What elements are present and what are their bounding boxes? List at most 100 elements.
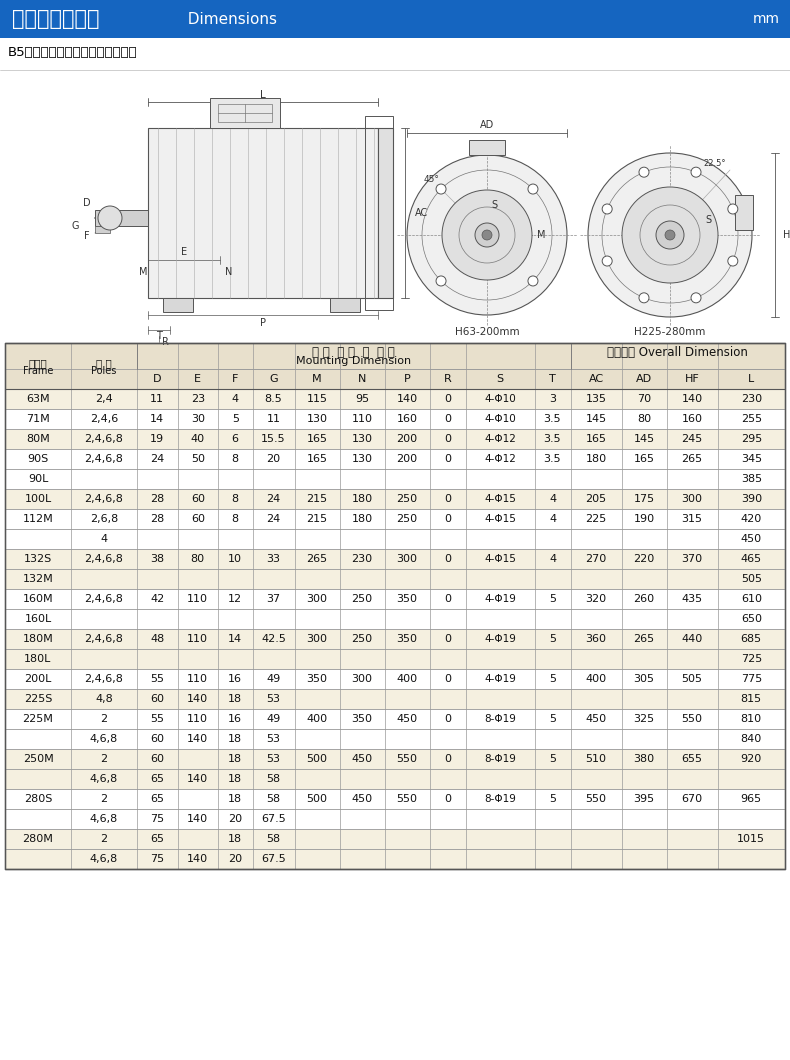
Text: 0: 0 — [444, 414, 451, 424]
Text: 3: 3 — [549, 394, 556, 404]
Text: HF: HF — [783, 230, 790, 240]
Text: 0: 0 — [444, 794, 451, 803]
Text: T: T — [549, 374, 556, 384]
Text: P: P — [260, 318, 266, 328]
Text: T: T — [156, 331, 162, 341]
Bar — [5, 809, 785, 829]
Circle shape — [475, 223, 499, 247]
Text: 70: 70 — [637, 394, 651, 404]
Text: 5: 5 — [549, 794, 556, 803]
Text: 250: 250 — [397, 514, 418, 524]
Text: 140: 140 — [682, 394, 702, 404]
Text: 8: 8 — [231, 494, 239, 504]
Bar — [5, 343, 785, 869]
Bar — [5, 343, 785, 369]
Bar — [378, 128, 393, 298]
Text: 8-Φ19: 8-Φ19 — [484, 754, 516, 764]
Text: 435: 435 — [682, 594, 702, 604]
Text: 400: 400 — [397, 674, 418, 684]
Text: 0: 0 — [444, 454, 451, 464]
Text: 205: 205 — [585, 494, 607, 504]
Text: 450: 450 — [741, 534, 762, 544]
Text: 71M: 71M — [26, 414, 50, 424]
Text: 2,4,6,8: 2,4,6,8 — [85, 554, 123, 564]
Text: 8-Φ19: 8-Φ19 — [484, 714, 516, 724]
Text: 18: 18 — [228, 734, 243, 744]
Text: 16: 16 — [228, 674, 243, 684]
Text: 175: 175 — [634, 494, 655, 504]
Text: 500: 500 — [307, 794, 328, 803]
Text: R: R — [162, 337, 168, 347]
Text: 55: 55 — [150, 714, 164, 724]
Text: L: L — [748, 374, 754, 384]
Text: 11: 11 — [266, 414, 280, 424]
Text: 400: 400 — [307, 714, 328, 724]
Text: 110: 110 — [187, 594, 209, 604]
Text: 775: 775 — [741, 674, 762, 684]
Text: 190: 190 — [634, 514, 655, 524]
Text: 200L: 200L — [24, 674, 51, 684]
Circle shape — [639, 293, 649, 303]
Circle shape — [728, 204, 738, 214]
Text: 200: 200 — [397, 454, 418, 464]
Text: G: G — [71, 220, 79, 231]
Text: B5（机座不带底脚、端盖有凸缘）: B5（机座不带底脚、端盖有凸缘） — [8, 47, 137, 59]
Bar — [0, 70, 790, 340]
Bar — [5, 449, 785, 469]
Text: L: L — [260, 90, 266, 100]
Text: 0: 0 — [444, 514, 451, 524]
Text: 10: 10 — [228, 554, 243, 564]
Text: 180L: 180L — [24, 654, 51, 664]
Text: 3.5: 3.5 — [544, 414, 562, 424]
Text: 55: 55 — [150, 674, 164, 684]
Text: 24: 24 — [266, 514, 280, 524]
Text: 180: 180 — [585, 454, 607, 464]
Text: 250M: 250M — [23, 754, 54, 764]
Text: 48: 48 — [150, 634, 164, 644]
Text: 30: 30 — [190, 414, 205, 424]
Text: 180: 180 — [352, 514, 373, 524]
Text: F: F — [85, 231, 90, 241]
Text: 2,4,6,8: 2,4,6,8 — [85, 494, 123, 504]
Text: 265: 265 — [307, 554, 328, 564]
Text: 3.5: 3.5 — [544, 454, 562, 464]
Text: 815: 815 — [741, 694, 762, 704]
Text: 655: 655 — [682, 754, 702, 764]
Bar — [5, 569, 785, 589]
Text: 8: 8 — [231, 454, 239, 464]
Text: 685: 685 — [741, 634, 762, 644]
Text: 220: 220 — [634, 554, 655, 564]
Bar — [5, 489, 785, 509]
Text: 4: 4 — [549, 494, 556, 504]
Bar — [5, 649, 785, 669]
Text: 24: 24 — [266, 494, 280, 504]
Text: 280S: 280S — [24, 794, 52, 803]
Text: 4-Φ19: 4-Φ19 — [484, 594, 516, 604]
Text: 280M: 280M — [23, 834, 54, 844]
Text: 450: 450 — [585, 714, 607, 724]
Text: 24: 24 — [150, 454, 164, 464]
Text: 18: 18 — [228, 834, 243, 844]
Text: 4-Φ10: 4-Φ10 — [484, 394, 516, 404]
Text: 140: 140 — [397, 394, 418, 404]
Text: 320: 320 — [585, 594, 607, 604]
Bar — [5, 389, 785, 409]
Text: 3.5: 3.5 — [544, 434, 562, 444]
Bar — [330, 298, 360, 312]
Text: 60: 60 — [150, 734, 164, 744]
Text: 4: 4 — [549, 554, 556, 564]
Circle shape — [602, 204, 612, 214]
Text: 38: 38 — [150, 554, 164, 564]
Text: 245: 245 — [681, 434, 702, 444]
Circle shape — [602, 257, 612, 266]
Text: 385: 385 — [741, 474, 762, 484]
Text: 5: 5 — [549, 714, 556, 724]
Text: 225S: 225S — [24, 694, 52, 704]
Text: 49: 49 — [266, 714, 280, 724]
Text: 80M: 80M — [26, 434, 50, 444]
Text: 300: 300 — [397, 554, 417, 564]
Text: 380: 380 — [634, 754, 655, 764]
Text: 8-Φ19: 8-Φ19 — [484, 794, 516, 803]
Text: 160M: 160M — [23, 594, 53, 604]
Text: 4-Φ15: 4-Φ15 — [484, 494, 516, 504]
